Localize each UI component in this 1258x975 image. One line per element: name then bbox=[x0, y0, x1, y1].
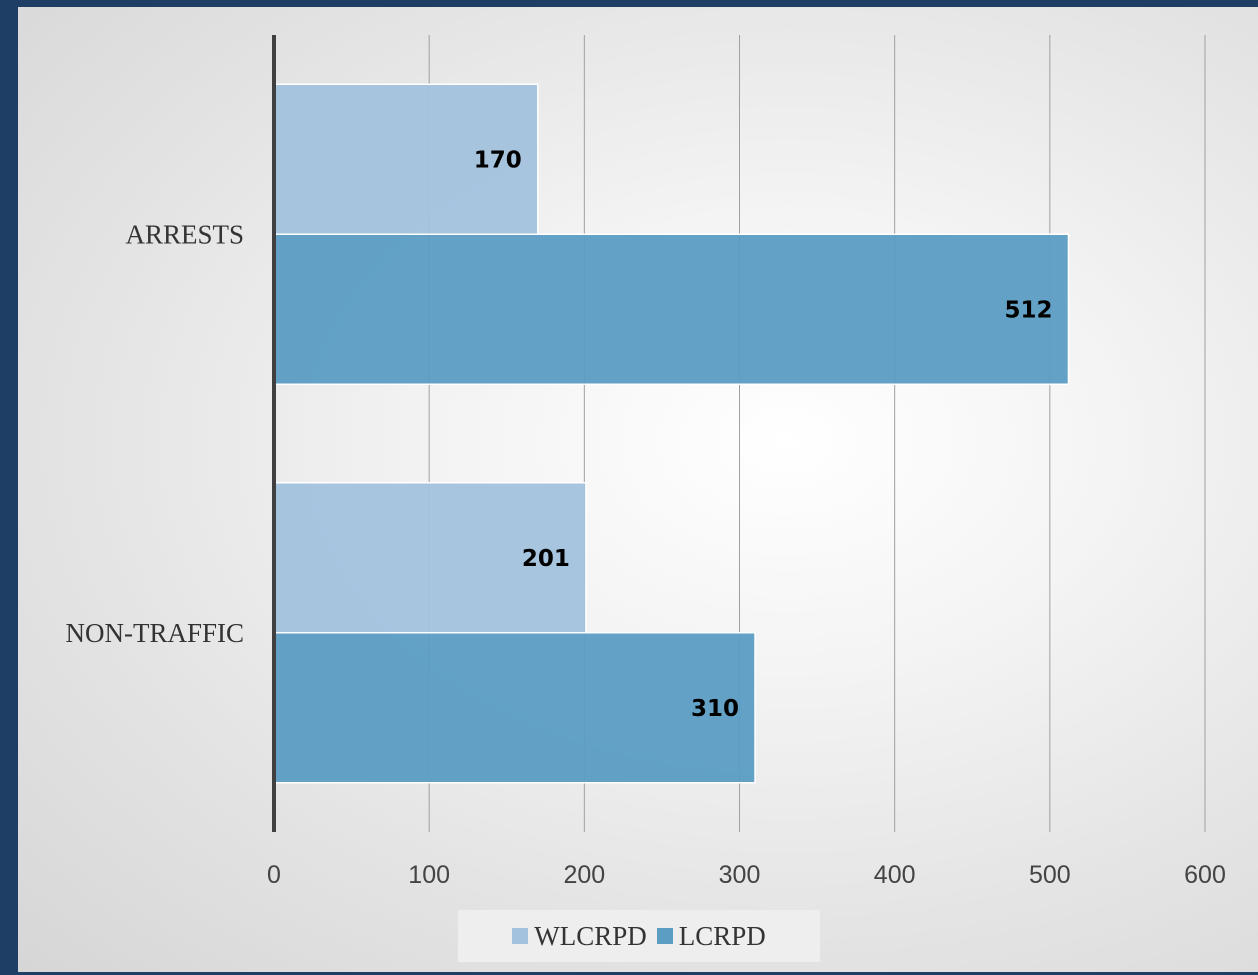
bar-arrests-lcrpd bbox=[273, 233, 1070, 385]
labels: 0 100 200 300 400 500 600 170 512 ARRESTS 201 310 NO… bbox=[65, 147, 1225, 889]
bar-arrests-wlcrpd bbox=[273, 83, 539, 235]
legend-item-wlcrpd: WLCRPD bbox=[512, 921, 647, 952]
data-label-arrests-lcrpd: 512 bbox=[1004, 297, 1052, 323]
x-tick-label-400: 400 bbox=[874, 861, 916, 889]
chart-frame bbox=[18, 7, 1258, 972]
legend-item-lcrpd: LCRPD bbox=[656, 920, 766, 952]
x-tick-label-100: 100 bbox=[408, 861, 450, 889]
x-tick-label-0: 0 bbox=[267, 861, 281, 889]
legend-swatch-lcrpd bbox=[656, 928, 673, 944]
x-tick-label-600: 600 bbox=[1184, 861, 1226, 889]
legend-swatch-wlcrpd bbox=[512, 928, 529, 944]
legend-label-lcrpd: LCRPD bbox=[678, 920, 766, 951]
x-tick-label-500: 500 bbox=[1029, 861, 1071, 889]
data-label-non-traffic-wlcrpd: 201 bbox=[522, 546, 570, 572]
x-tick-label-200: 200 bbox=[563, 861, 605, 889]
x-tick-label-300: 300 bbox=[719, 861, 761, 889]
bars bbox=[273, 83, 1070, 784]
data-label-arrests-wlcrpd: 170 bbox=[474, 147, 522, 173]
category-label-non-traffic: NON-TRAFFIC bbox=[65, 618, 244, 648]
bar-non-traffic-lcrpd bbox=[273, 632, 756, 784]
data-label-non-traffic-lcrpd: 310 bbox=[691, 696, 739, 722]
legend-label-wlcrpd: WLCRPD bbox=[534, 920, 647, 951]
legend: WLCRPD LCRPD bbox=[458, 910, 820, 962]
category-label-arrests: ARRESTS bbox=[125, 219, 244, 249]
